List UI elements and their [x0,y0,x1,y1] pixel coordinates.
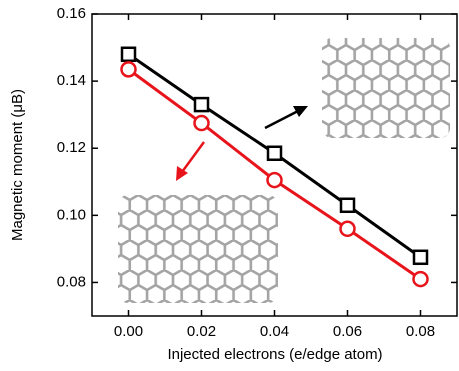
x-axis-label: Injected electrons (e/edge atom) [167,346,382,363]
arrow [176,142,204,181]
y-axis-label: Magnetic moment (μB) [9,89,26,241]
y-tick-label: 0.12 [57,139,86,156]
y-tick-label: 0.16 [57,5,86,22]
x-tick-label: 0.06 [333,323,362,340]
y-tick-label: 0.14 [57,72,86,89]
chart: Injected electrons (e/edge atom) Magneti… [0,0,459,371]
marker [195,116,209,130]
y-tick-label: 0.08 [57,273,86,290]
x-tick-label: 0.02 [187,323,216,340]
marker [268,173,282,187]
marker [414,251,427,264]
x-tick-label: 0.08 [406,323,435,340]
x-tick-label: 0.00 [114,323,143,340]
marker [195,98,208,111]
marker [122,62,136,76]
marker [341,222,355,236]
x-tick-label: 0.04 [260,323,289,340]
marker [341,199,354,212]
molecule-image [322,38,450,138]
marker [414,272,428,286]
marker [268,147,281,160]
arrow [265,106,308,128]
marker [122,48,135,61]
y-tick-label: 0.10 [57,206,86,223]
molecule-image [118,195,278,303]
